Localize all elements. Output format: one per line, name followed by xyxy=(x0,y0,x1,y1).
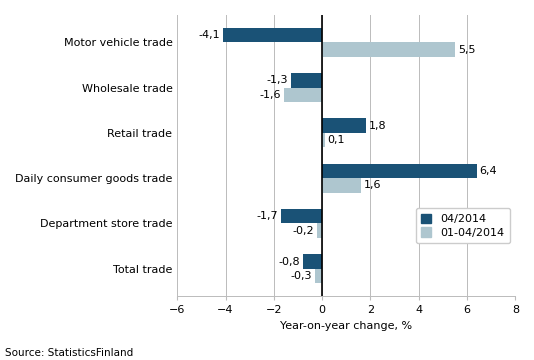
Text: 6,4: 6,4 xyxy=(480,166,497,176)
Bar xyxy=(322,164,477,178)
Text: -1,7: -1,7 xyxy=(257,211,278,221)
Text: -1,6: -1,6 xyxy=(259,90,281,100)
Bar xyxy=(322,42,455,57)
Text: 1,8: 1,8 xyxy=(368,121,386,131)
Bar xyxy=(291,73,322,87)
Text: 0,1: 0,1 xyxy=(327,135,345,145)
Bar xyxy=(322,133,325,147)
Text: Source: StatisticsFinland: Source: StatisticsFinland xyxy=(5,348,134,358)
Text: -4,1: -4,1 xyxy=(199,30,220,40)
Bar xyxy=(223,28,322,42)
Bar xyxy=(322,118,366,133)
Text: -1,3: -1,3 xyxy=(266,75,288,85)
Text: 1,6: 1,6 xyxy=(364,180,381,190)
Text: -0,3: -0,3 xyxy=(290,271,312,281)
Legend: 04/2014, 01-04/2014: 04/2014, 01-04/2014 xyxy=(416,208,510,243)
X-axis label: Year-on-year change, %: Year-on-year change, % xyxy=(280,321,412,330)
Bar xyxy=(315,269,322,283)
Text: 5,5: 5,5 xyxy=(458,45,475,54)
Bar xyxy=(317,224,322,238)
Bar xyxy=(322,178,361,193)
Text: -0,8: -0,8 xyxy=(278,257,300,266)
Text: -0,2: -0,2 xyxy=(293,226,315,236)
Bar xyxy=(284,87,322,102)
Bar xyxy=(303,254,322,269)
Bar xyxy=(281,209,322,224)
